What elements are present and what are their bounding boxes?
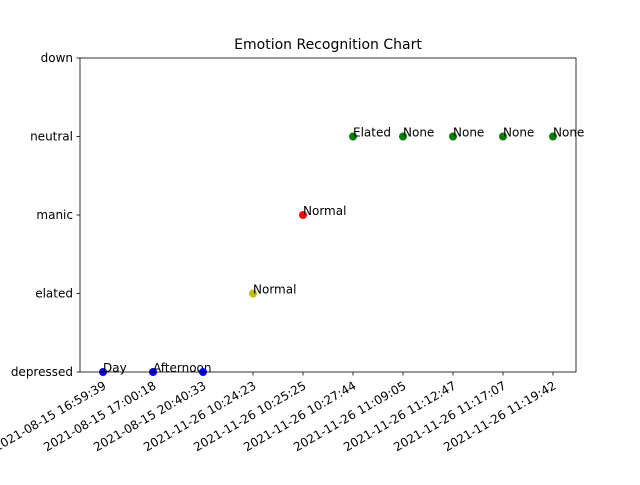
y-tick-label: down: [41, 51, 73, 65]
data-point: [549, 132, 557, 141]
y-tick-label: elated: [35, 287, 73, 301]
y-tick-label: neutral: [30, 130, 73, 144]
data-point: [449, 132, 457, 141]
y-tick-label: depressed: [11, 365, 73, 379]
data-label: None: [453, 126, 484, 140]
data-point: [249, 289, 257, 298]
data-point: [499, 132, 507, 141]
plot-frame: [79, 57, 577, 373]
y-tick-label: manic: [36, 208, 73, 222]
data-label: None: [403, 126, 434, 140]
data-label: Day: [103, 361, 127, 375]
data-label: Normal: [253, 283, 296, 297]
data-point: [399, 132, 407, 141]
data-point: [349, 132, 357, 141]
data-label: Elated: [353, 126, 391, 140]
data-label: Afternoon: [153, 361, 212, 375]
data-label: None: [503, 126, 534, 140]
data-point: [299, 211, 307, 219]
chart-title: Emotion Recognition Chart: [234, 37, 422, 53]
data-label: Normal: [303, 204, 346, 218]
data-label: None: [553, 126, 584, 140]
